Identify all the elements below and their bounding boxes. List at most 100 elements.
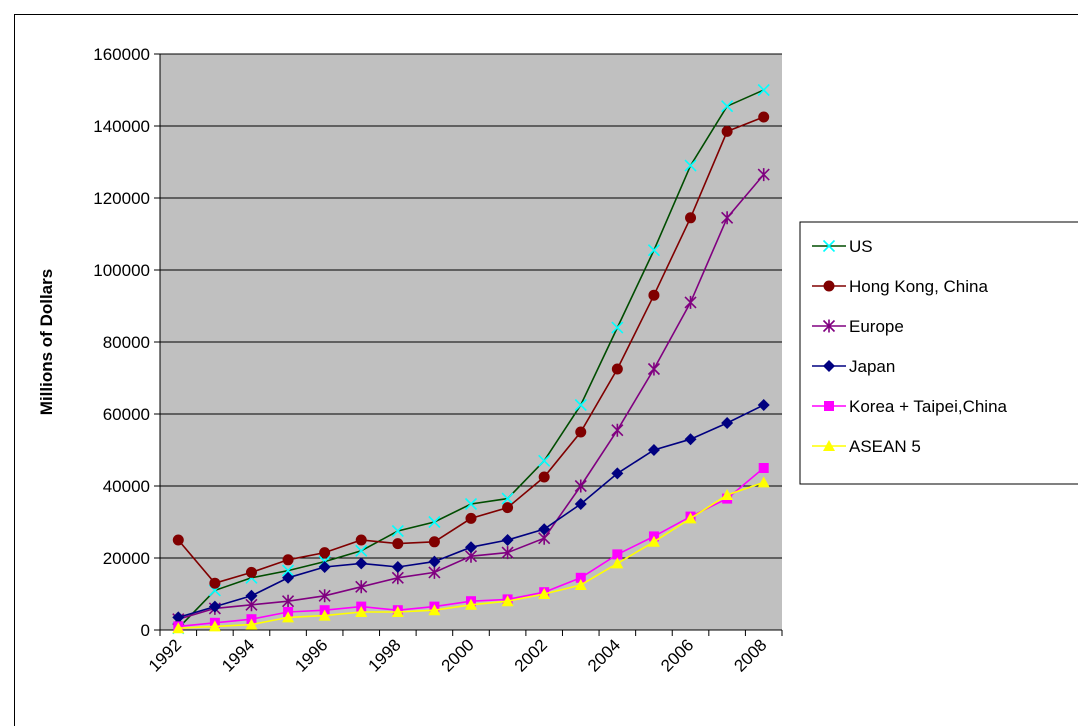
data-point xyxy=(538,471,550,483)
data-point xyxy=(465,598,477,610)
data-point xyxy=(501,595,514,607)
data-point xyxy=(684,433,697,446)
legend-label: ASEAN 5 xyxy=(849,437,921,456)
y-tick-label: 120000 xyxy=(93,189,150,208)
data-point xyxy=(758,463,769,473)
x-tick-label: 2002 xyxy=(511,635,551,675)
data-point xyxy=(611,423,624,437)
data-point xyxy=(575,572,586,583)
y-tick-label: 140000 xyxy=(93,117,150,136)
data-point xyxy=(319,547,331,559)
data-point xyxy=(574,398,587,412)
legend-item-korea-taipei-china: Korea + Taipei,China xyxy=(812,397,1008,416)
data-point xyxy=(574,479,587,493)
data-point xyxy=(172,534,184,546)
data-point xyxy=(611,467,624,480)
y-axis-label: Millions of Dollars xyxy=(37,269,56,415)
data-point xyxy=(209,577,221,589)
data-point xyxy=(611,557,624,569)
data-point xyxy=(647,362,661,376)
data-point xyxy=(355,544,368,557)
data-point xyxy=(758,111,770,123)
x-tick-label: 1994 xyxy=(218,635,258,675)
data-point xyxy=(318,609,331,621)
x-tick-label: 1996 xyxy=(291,635,331,675)
y-tick-label: 60000 xyxy=(103,405,150,424)
data-point xyxy=(612,549,623,560)
legend-marker xyxy=(822,239,836,253)
legend-marker xyxy=(823,280,835,292)
y-tick-label: 80000 xyxy=(103,333,150,352)
data-point xyxy=(684,295,697,309)
data-point xyxy=(282,571,295,584)
chart-frame xyxy=(14,14,1078,726)
data-point xyxy=(502,502,514,514)
data-point xyxy=(391,606,404,617)
series-asean-5 xyxy=(172,476,770,634)
data-point xyxy=(208,620,221,632)
data-point xyxy=(647,535,660,547)
data-point xyxy=(757,399,770,411)
data-point xyxy=(501,534,514,546)
data-point xyxy=(355,580,368,594)
data-point xyxy=(757,168,770,182)
data-point xyxy=(281,564,295,577)
data-point xyxy=(282,611,295,623)
data-point xyxy=(757,83,770,97)
data-point xyxy=(355,557,368,570)
legend-marker xyxy=(823,360,835,372)
data-point xyxy=(355,606,368,617)
data-point xyxy=(684,512,697,524)
series-hong-kong-china xyxy=(172,111,770,589)
data-point xyxy=(172,622,185,634)
legend-item-europe: Europe xyxy=(812,317,904,336)
legend-marker xyxy=(823,440,835,451)
y-tick-label: 20000 xyxy=(103,549,150,568)
data-point xyxy=(245,566,257,578)
legend-item-hong-kong-china: Hong Kong, China xyxy=(812,277,988,296)
data-point xyxy=(245,589,258,602)
legend-item-asean-5: ASEAN 5 xyxy=(812,437,921,456)
data-point xyxy=(282,554,294,566)
data-point xyxy=(465,512,477,524)
data-point xyxy=(391,571,404,585)
data-point xyxy=(428,565,441,579)
data-point xyxy=(501,492,514,505)
data-point xyxy=(575,426,587,438)
data-point xyxy=(685,212,697,224)
y-tick-label: 160000 xyxy=(93,45,150,64)
legend-box xyxy=(799,221,1078,485)
x-tick-label: 1998 xyxy=(364,635,404,675)
legend-label: Korea + Taipei,China xyxy=(849,397,1008,416)
y-tick-label: 0 xyxy=(141,621,150,640)
data-point xyxy=(281,594,295,608)
legend-marker xyxy=(822,319,836,333)
legend: US Hong Kong, China Europe Japan Korea + Tai… xyxy=(799,221,1078,485)
data-point xyxy=(647,444,660,456)
data-point xyxy=(318,561,331,573)
data-point xyxy=(318,589,331,603)
data-point xyxy=(721,417,734,429)
data-point xyxy=(391,524,404,538)
x-tick-label: 2006 xyxy=(657,635,697,675)
data-point xyxy=(428,515,441,529)
data-point xyxy=(721,489,734,500)
series-europe xyxy=(172,168,770,626)
series-lines xyxy=(172,83,770,635)
data-point xyxy=(501,546,514,560)
data-point xyxy=(172,611,185,624)
data-point xyxy=(574,579,587,590)
y-axis-ticks: 0 20000 40000 60000 80000 100000 120000 140000 1… xyxy=(93,45,160,640)
legend-label: US xyxy=(849,237,873,256)
legend-marker xyxy=(824,401,834,411)
x-tick-label: 2000 xyxy=(438,635,478,675)
data-point xyxy=(574,498,587,510)
legend-label: Europe xyxy=(849,317,904,336)
legend-item-us: US xyxy=(812,237,873,256)
data-point xyxy=(428,604,441,616)
data-point xyxy=(611,321,624,334)
data-point xyxy=(721,100,734,113)
data-point xyxy=(428,536,440,548)
x-tick-label: 2004 xyxy=(584,635,624,675)
